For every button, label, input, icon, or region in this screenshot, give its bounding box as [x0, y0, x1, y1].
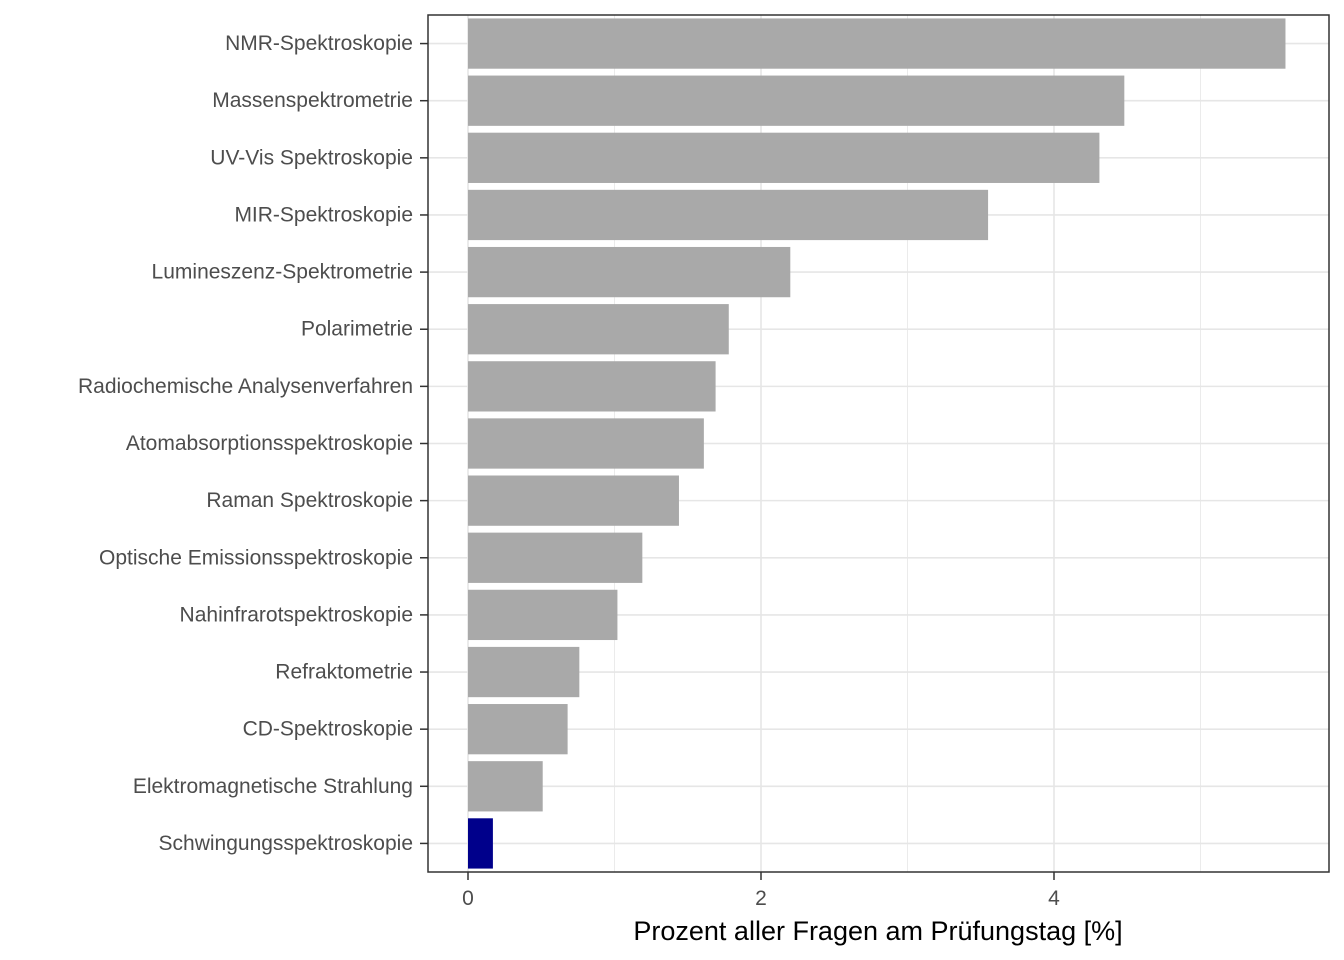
- bar: [468, 361, 716, 412]
- y-tick-label: Lumineszenz-Spektrometrie: [152, 261, 413, 284]
- y-tick-label: Elektromagnetische Strahlung: [133, 775, 413, 798]
- x-tick-label: 0: [462, 887, 474, 910]
- x-tick-label: 2: [755, 887, 767, 910]
- y-tick-label: Radiochemische Analysenverfahren: [78, 375, 413, 398]
- y-tick-label: Optische Emissionsspektroskopie: [99, 546, 413, 569]
- bar: [468, 18, 1286, 69]
- y-tick-label: Nahinfrarotspektroskopie: [180, 603, 413, 626]
- bar: [468, 589, 618, 641]
- y-tick-label: Raman Spektroskopie: [206, 489, 413, 512]
- bar: [468, 304, 729, 355]
- y-tick-label: NMR-Spektroskopie: [225, 32, 413, 55]
- y-tick-label: UV-Vis Spektroskopie: [210, 146, 413, 169]
- y-tick-label: Schwingungsspektroskopie: [159, 832, 413, 855]
- bar: [468, 475, 679, 526]
- bar: [468, 704, 568, 755]
- bar: [468, 532, 643, 583]
- bar: [468, 189, 989, 241]
- bar: [468, 646, 580, 698]
- bar: [468, 761, 543, 812]
- y-tick-label: MIR-Spektroskopie: [234, 203, 413, 226]
- y-tick-label: Massenspektrometrie: [212, 89, 413, 112]
- bars: [468, 18, 1286, 869]
- y-tick-label: Atomabsorptionsspektroskopie: [126, 432, 413, 455]
- bar: [468, 246, 791, 298]
- y-tick-label: Refraktometrie: [275, 661, 413, 684]
- y-tick-label: CD-Spektroskopie: [243, 718, 413, 741]
- x-tick-label: 4: [1048, 887, 1060, 910]
- bar: [468, 418, 704, 469]
- bar: [468, 75, 1125, 126]
- y-axis-ticks: NMR-Spektroskopie Massenspektrometrie UV-V…: [78, 32, 428, 855]
- y-tick-label: Polarimetrie: [301, 318, 413, 341]
- bar: [468, 818, 493, 869]
- bar: [468, 132, 1100, 183]
- x-axis-ticks: 0 2 4: [462, 872, 1060, 910]
- x-axis-title: Prozent aller Fragen am Prüfungstag [%]: [633, 916, 1122, 946]
